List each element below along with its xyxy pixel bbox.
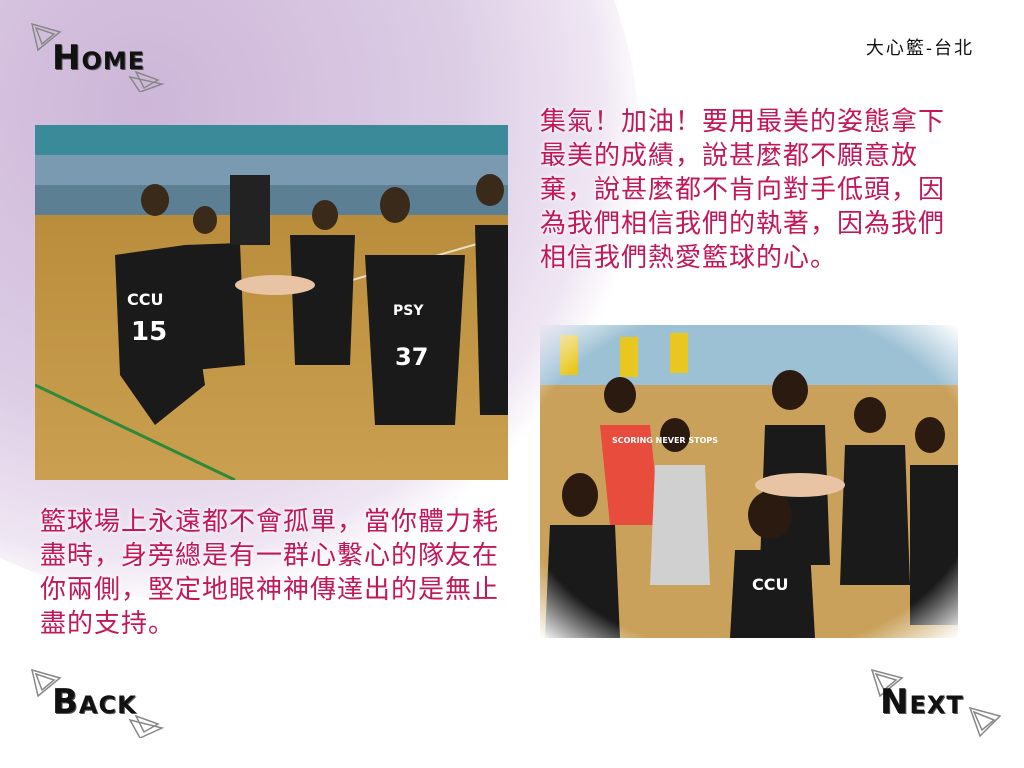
next-button[interactable]: Next <box>862 668 1002 738</box>
location-label: 大心籃-台北 <box>865 38 974 59</box>
jersey-number-15: 15 <box>131 317 167 347</box>
home-label: Home <box>52 38 146 78</box>
next-label: Next <box>880 682 964 722</box>
back-button[interactable]: Back <box>30 668 170 738</box>
triangle-decoration-icon <box>30 668 165 738</box>
jersey-number-37: 37 <box>395 343 428 371</box>
caption-bottom: 籃球場上永遠都不會孤單，當你體力耗盡時，身旁總是有一群心繫心的隊友在你兩側，堅定… <box>40 507 500 639</box>
photo-mens-huddle: CCU 15 PSY 37 <box>35 125 508 480</box>
back-label: Back <box>52 682 137 722</box>
shirt-text: SCORING NEVER STOPS <box>612 436 718 445</box>
jersey-text-psy: PSY <box>393 303 424 319</box>
jersey-text-ccu-women: CCU <box>752 575 788 594</box>
caption-top: 集氣！加油！要用最美的姿態拿下最美的成績，說甚麼都不願意放棄，說甚麼都不肯向對手… <box>540 107 946 273</box>
jersey-text-ccu: CCU <box>127 290 163 309</box>
photo-womens-huddle: SCORING NEVER STOPS CCU <box>540 325 958 638</box>
triangle-decoration-icon <box>30 22 165 92</box>
triangle-decoration-icon <box>870 668 1002 738</box>
home-button[interactable]: Home <box>30 22 170 92</box>
